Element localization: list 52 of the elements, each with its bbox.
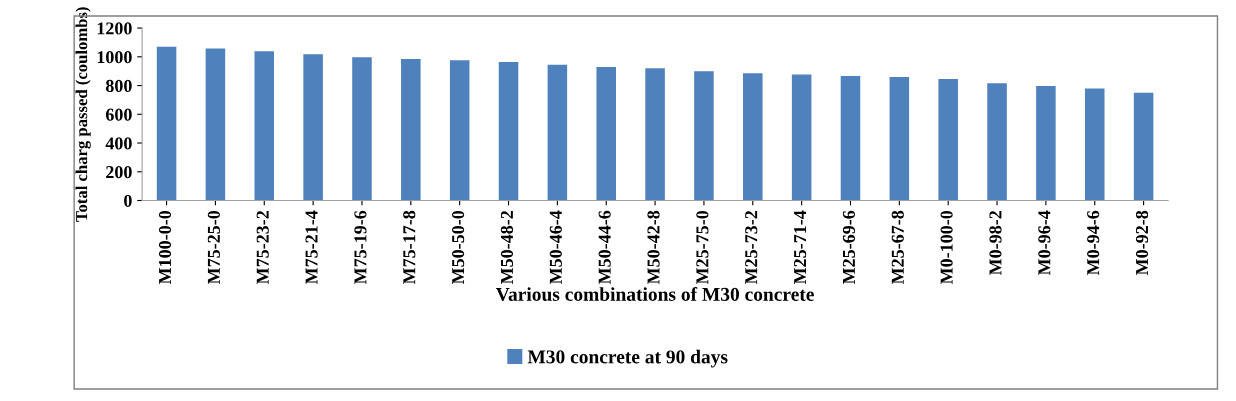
x-tick-label: M25-69-6	[842, 210, 856, 285]
y-tick-label: 0	[124, 194, 132, 207]
x-tick-label: M100-0-0	[158, 210, 172, 285]
y-axis-title: Total charg passed (coulombs)	[75, 7, 91, 222]
x-tick-label: M25-75-0	[696, 210, 709, 285]
y-tick-label: 200	[106, 166, 132, 179]
x-tick-label: M50-44-6	[598, 210, 611, 285]
bar	[596, 67, 616, 201]
bar	[547, 64, 568, 201]
x-tick-label: M0-100-0	[940, 210, 953, 285]
y-tick-label: 600	[105, 108, 132, 121]
bar	[791, 74, 812, 201]
bar	[352, 57, 372, 201]
x-tick-label: M50-42-8	[647, 210, 660, 285]
y-tick-label: 800	[105, 79, 132, 92]
bar	[1036, 85, 1056, 201]
x-tick-label: M0-94-6	[1087, 210, 1100, 276]
x-tick-label: M75-21-4	[305, 210, 318, 285]
bar	[987, 83, 1007, 201]
bar	[205, 48, 226, 201]
x-axis-title: Various combinations of M30 concrete	[495, 287, 814, 301]
x-tick-label: M0-92-8	[1135, 210, 1149, 276]
x-tick-label: M0-96-4	[1038, 210, 1051, 276]
bar	[303, 54, 323, 201]
bar	[498, 62, 519, 201]
y-tick-label: 400	[105, 137, 132, 150]
bar	[938, 79, 958, 201]
bar	[254, 51, 275, 201]
x-tick-label: M25-67-8	[891, 210, 904, 285]
x-tick-label: M25-73-2	[745, 211, 758, 285]
bar	[840, 75, 861, 201]
x-tick-label: M50-48-2	[500, 211, 514, 285]
x-tick-label: M50-46-4	[549, 210, 562, 285]
bar	[889, 77, 910, 201]
bar	[156, 46, 177, 201]
y-tick-label: 1000	[97, 51, 132, 64]
bar	[645, 68, 665, 201]
x-tick-label: M75-19-6	[354, 210, 367, 285]
x-tick-label: M0-98-2	[989, 211, 1002, 276]
bar	[694, 71, 714, 201]
bar	[743, 73, 763, 201]
x-tick-label: M50-50-0	[452, 210, 465, 285]
legend-label: M30 concrete at 90 days	[527, 349, 728, 368]
bar	[449, 60, 470, 201]
bar	[401, 59, 421, 201]
x-tick-label: M75-23-2	[256, 211, 269, 285]
x-tick-label: M75-17-8	[403, 210, 416, 285]
x-tick-label: M75-25-0	[207, 210, 220, 285]
bar	[1133, 92, 1154, 201]
x-tick-label: M25-71-4	[794, 210, 807, 285]
bar	[1084, 88, 1105, 201]
y-tick-label: 1200	[97, 22, 132, 35]
